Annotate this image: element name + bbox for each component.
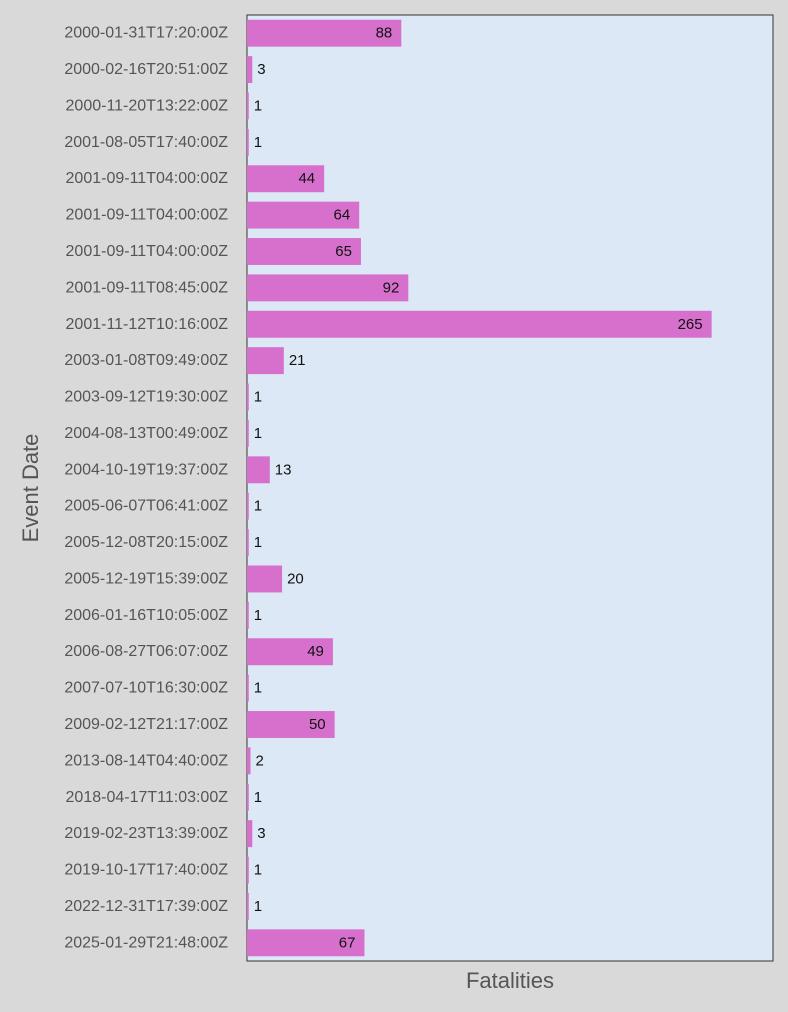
data-label: 1: [254, 498, 262, 515]
bar: [247, 310, 712, 338]
bar: [247, 19, 402, 47]
data-label: 265: [678, 316, 703, 333]
x-axis-title: Fatalities: [466, 968, 554, 993]
y-tick-label: 2004-10-19T19:37:00Z: [64, 461, 228, 478]
y-tick-label: 2009-02-12T21:17:00Z: [64, 716, 228, 733]
bar: [247, 383, 249, 411]
data-label: 92: [383, 279, 400, 296]
bar: [247, 419, 249, 447]
data-label: 3: [257, 61, 265, 78]
bar: [247, 929, 365, 957]
bar: [247, 565, 283, 593]
bar: [247, 165, 325, 193]
data-label: 1: [254, 97, 262, 114]
y-tick-label: 2007-07-10T16:30:00Z: [64, 680, 228, 697]
y-tick-label: 2000-02-16T20:51:00Z: [64, 61, 228, 78]
labels-layer: 2000-01-31T17:20:00Z 88 2000-02-16T20:51:0…: [64, 25, 702, 952]
data-label: 13: [275, 461, 292, 478]
y-tick-label: 2000-11-20T13:22:00Z: [66, 97, 229, 114]
y-tick-label: 2003-01-08T09:49:00Z: [64, 352, 228, 369]
y-tick-label: 2019-10-17T17:40:00Z: [64, 862, 228, 879]
y-tick-label: 2013-08-14T04:40:00Z: [64, 752, 228, 769]
data-label: 21: [289, 352, 306, 369]
y-tick-label: 2005-12-08T20:15:00Z: [64, 534, 228, 551]
y-tick-label: 2001-09-11T04:00:00Z: [66, 207, 229, 224]
y-tick-label: 2022-12-31T17:39:00Z: [64, 898, 228, 915]
data-label: 1: [254, 862, 262, 879]
y-tick-label: 2005-06-07T06:41:00Z: [64, 498, 228, 515]
data-label: 20: [287, 570, 304, 587]
y-tick-label: 2003-09-12T19:30:00Z: [64, 389, 228, 406]
bar: [247, 638, 333, 666]
bar: [247, 92, 249, 120]
data-label: 1: [254, 789, 262, 806]
bar: [247, 201, 360, 229]
bar: [247, 747, 251, 775]
y-tick-label: 2001-09-11T04:00:00Z: [66, 170, 229, 187]
bar: [247, 674, 249, 702]
bar: [247, 128, 249, 156]
bar: [247, 492, 249, 520]
data-label: 88: [376, 25, 393, 42]
y-tick-label: 2001-09-11T04:00:00Z: [66, 243, 229, 260]
data-label: 2: [256, 752, 264, 769]
data-label: 3: [257, 825, 265, 842]
y-tick-label: 2006-01-16T10:05:00Z: [64, 607, 228, 624]
data-label: 1: [254, 534, 262, 551]
y-tick-label: 2006-08-27T06:07:00Z: [64, 643, 228, 660]
data-label: 1: [254, 898, 262, 915]
y-tick-label: 2001-08-05T17:40:00Z: [64, 134, 228, 151]
y-tick-label: 2001-11-12T10:16:00Z: [66, 316, 229, 333]
data-label: 1: [254, 680, 262, 697]
data-label: 1: [254, 425, 262, 442]
y-tick-label: 2001-09-11T08:45:00Z: [66, 279, 229, 296]
data-label: 50: [309, 716, 326, 733]
bar: [247, 783, 249, 811]
bar: [247, 601, 249, 629]
bar: [247, 711, 335, 738]
y-axis-title: Event Date: [18, 434, 43, 543]
bar: [247, 892, 249, 920]
bar: [247, 56, 253, 84]
y-tick-label: 2018-04-17T11:03:00Z: [66, 789, 229, 806]
data-label: 1: [254, 134, 262, 151]
bar: [247, 456, 270, 484]
data-label: 49: [307, 643, 324, 660]
bars-layer: [247, 19, 712, 957]
y-tick-label: 2005-12-19T15:39:00Z: [64, 570, 228, 587]
y-tick-label: 2000-01-31T17:20:00Z: [64, 25, 228, 42]
plot-area: [246, 14, 774, 962]
y-tick-label: 2019-02-23T13:39:00Z: [64, 825, 228, 842]
data-label: 67: [339, 934, 356, 951]
y-tick-label: 2004-08-13T00:49:00Z: [64, 425, 228, 442]
bar: [247, 238, 361, 265]
bar: [247, 820, 253, 848]
data-label: 65: [335, 243, 352, 260]
bar: [247, 529, 249, 557]
bar: [247, 274, 409, 302]
bar: [247, 347, 284, 375]
data-label: 1: [254, 389, 262, 406]
data-label: 1: [254, 607, 262, 624]
y-tick-label: 2025-01-29T21:48:00Z: [64, 934, 228, 951]
bar: [247, 856, 249, 884]
data-label: 44: [298, 170, 315, 187]
data-label: 64: [334, 207, 351, 224]
